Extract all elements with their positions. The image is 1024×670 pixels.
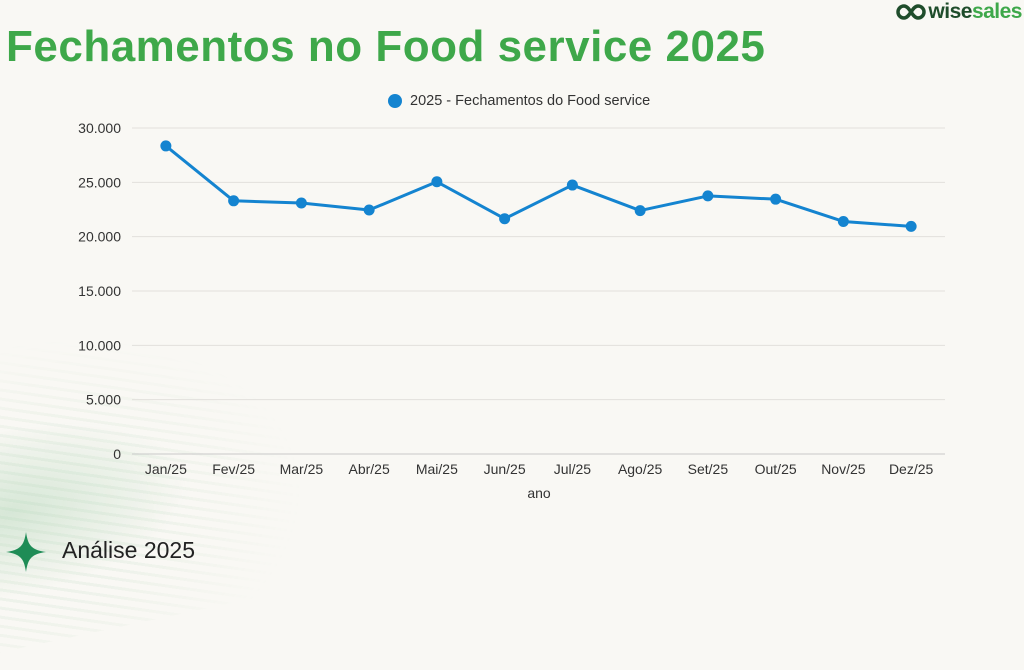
logo-text-sales: sales — [971, 0, 1023, 23]
x-tick-label: Fev/25 — [212, 461, 255, 477]
chart-legend: 2025 - Fechamentos do Food service — [388, 93, 650, 109]
infinity-icon — [896, 4, 927, 20]
sparkle-star-icon — [6, 532, 46, 572]
x-tick-label: Abr/25 — [349, 461, 390, 477]
data-point-dez-25[interactable] — [905, 220, 917, 232]
data-point-jan-25[interactable] — [160, 140, 172, 152]
x-axis-label: ano — [527, 485, 551, 501]
data-point-ago-25[interactable] — [634, 205, 646, 217]
y-tick-label: 0 — [113, 446, 121, 462]
data-point-mai-25[interactable] — [431, 176, 443, 188]
data-point-abr-25[interactable] — [363, 204, 375, 216]
x-axis-ticks: Jan/25 Fev/25 Mar/25 Abr/25 Mai/25 Jun/25 Jul/… — [145, 461, 934, 477]
y-axis-ticks: 0 5.000 10.000 15.000 20.000 25.000 30.000 — [78, 120, 121, 462]
logo-text-wise: wise — [928, 0, 972, 23]
y-tick-label: 5.000 — [86, 392, 121, 408]
x-tick-label: Jun/25 — [484, 461, 526, 477]
legend-marker — [388, 94, 402, 108]
data-point-jun-25[interactable] — [499, 213, 511, 225]
x-tick-label: Dez/25 — [889, 461, 934, 477]
data-point-jul-25[interactable] — [566, 179, 578, 191]
series-line — [164, 144, 912, 228]
gridlines — [132, 127, 945, 455]
x-tick-label: Jul/25 — [554, 461, 592, 477]
x-tick-label: Ago/25 — [618, 461, 663, 477]
y-tick-label: 25.000 — [78, 174, 121, 190]
footer-label: Análise 2025 — [62, 536, 195, 563]
footer: Análise 2025 — [4, 526, 195, 574]
data-point-set-25[interactable] — [702, 190, 714, 202]
data-point-fev-25[interactable] — [228, 195, 240, 207]
data-point-out-25[interactable] — [770, 193, 782, 205]
x-tick-label: Mai/25 — [416, 461, 458, 477]
wisesales-logo: wise sales — [896, 0, 1023, 24]
data-point-nov-25[interactable] — [837, 215, 849, 227]
x-tick-label: Jan/25 — [145, 461, 187, 477]
y-tick-label: 15.000 — [78, 283, 121, 299]
data-point-mar-25[interactable] — [295, 197, 307, 209]
y-tick-label: 20.000 — [78, 229, 121, 245]
y-tick-label: 30.000 — [78, 120, 121, 136]
y-tick-label: 10.000 — [78, 337, 121, 353]
x-tick-label: Out/25 — [755, 461, 797, 477]
page-title: Fechamentos no Food service 2025 — [6, 22, 766, 71]
x-tick-label: Set/25 — [688, 461, 729, 477]
x-tick-label: Mar/25 — [280, 461, 324, 477]
series-layer — [160, 140, 917, 232]
legend-label: 2025 - Fechamentos do Food service — [410, 93, 651, 109]
line-chart: 0 5.000 10.000 15.000 20.000 25.000 30.000 Jan… — [78, 120, 945, 501]
x-tick-label: Nov/25 — [821, 461, 866, 477]
